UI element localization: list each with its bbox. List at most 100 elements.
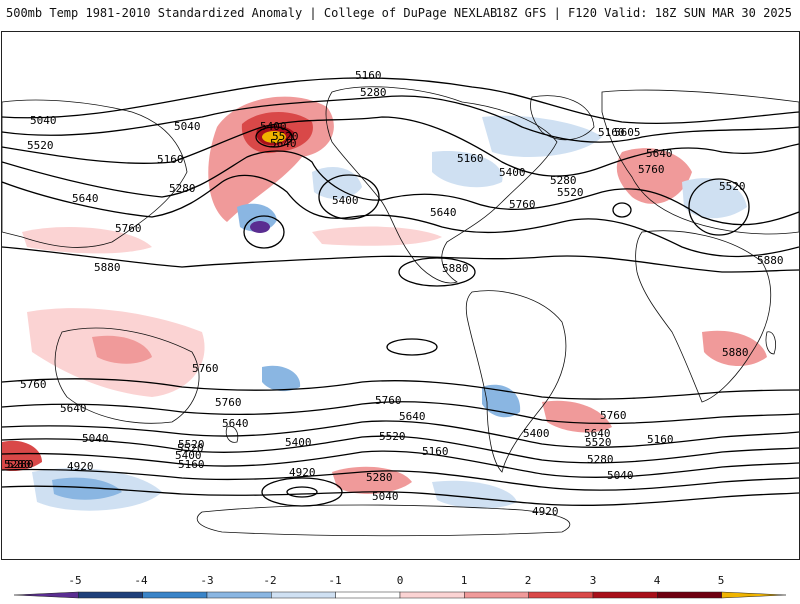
contour-label: 5880 xyxy=(442,262,469,275)
closed-low-contour xyxy=(243,215,285,249)
africa-outline xyxy=(635,230,772,403)
contour-label: 5400 xyxy=(260,120,287,133)
map-title: 500mb Temp 1981-2010 Standardized Anomal… xyxy=(6,6,498,20)
colorbar-tick: 2 xyxy=(525,574,532,587)
colorbar-segment xyxy=(142,591,208,599)
contour-label: 5160 xyxy=(457,152,484,165)
contour-label: 5520 xyxy=(177,442,204,455)
contour-label: 5520 xyxy=(719,180,746,193)
colorbar-segment xyxy=(721,591,787,599)
contour-label: 5520 xyxy=(557,186,584,199)
north-america-cold-area xyxy=(432,151,503,188)
contour-label: 5640 xyxy=(60,402,87,415)
contour-line xyxy=(2,420,799,448)
contour-label: 4920 xyxy=(532,505,559,518)
world-map: 5160 5280 5040 5040 5520 5400 5280 5160 … xyxy=(2,69,799,537)
colorbar-tick: 3 xyxy=(590,574,597,587)
closed-contour xyxy=(612,202,632,218)
contour-label: 5040 xyxy=(607,469,634,482)
contour-label: 5760 xyxy=(638,163,665,176)
contour-label: 5640 xyxy=(646,147,673,160)
contour-label: 5605 xyxy=(614,126,641,139)
contour-label: 5640 xyxy=(270,137,297,150)
colorbar-segment xyxy=(657,591,722,599)
eurasia-outline xyxy=(601,89,799,235)
closed-low-contour xyxy=(255,126,293,148)
north-america-outline xyxy=(325,86,558,284)
contour-label: 5040 xyxy=(30,114,57,127)
contour-label: 5280 xyxy=(587,453,614,466)
colorbar-svg: -5 -4 -3 -2 -1 0 1 2 3 4 5 xyxy=(13,574,787,599)
colorbar-segment xyxy=(528,591,594,599)
contour-label: 5640 xyxy=(430,206,457,219)
antarctica-outline xyxy=(196,504,571,537)
contour-label: 5040 xyxy=(82,432,109,445)
east-pacific-cold-core xyxy=(250,221,270,233)
colorbar-tick: 4 xyxy=(654,574,661,587)
contour-label: 5760 xyxy=(600,409,627,422)
contour-label: 5160 xyxy=(178,458,205,471)
new-zealand-outline xyxy=(225,425,239,443)
madagascar-outline xyxy=(765,331,776,355)
colorbar-tick-labels: -5 -4 -3 -2 -1 0 1 2 3 4 5 xyxy=(68,574,724,587)
colorbar-tick: -5 xyxy=(68,574,81,587)
closed-contour xyxy=(398,257,476,287)
south-america-outline xyxy=(465,290,567,473)
colorbar-segment xyxy=(592,591,658,599)
closed-low-contour xyxy=(261,477,343,507)
greenland-outline xyxy=(530,95,595,141)
closed-low-contour xyxy=(318,174,380,220)
colorbar-tick: -2 xyxy=(263,574,276,587)
south-pacific-cold-area xyxy=(262,365,301,392)
colorbar-tick: -3 xyxy=(200,574,213,587)
southern-africa-warm-area xyxy=(702,330,767,367)
contour-label: 5520 xyxy=(379,430,406,443)
south-america-cold-area xyxy=(482,384,521,418)
contour-label: 5280 xyxy=(550,174,577,187)
contour-label: 5400 xyxy=(175,449,202,462)
contour-label: 5280 xyxy=(169,182,196,195)
west-pacific-warm-area xyxy=(22,227,152,254)
colorbar-segment xyxy=(13,591,79,599)
southern-ocean-cold-area xyxy=(432,480,517,509)
closed-high-contour xyxy=(688,178,750,236)
contour-line xyxy=(2,246,799,273)
contour-label: 5880 xyxy=(722,346,749,359)
contour-label: 5640 xyxy=(584,427,611,440)
contour-label: 5280 xyxy=(366,471,393,484)
contour-labels: 5160 5280 5040 5040 5520 5400 5280 5160 … xyxy=(4,69,784,518)
contour-line xyxy=(2,435,799,464)
colorbar-tick: -4 xyxy=(134,574,148,587)
colorbar-segment xyxy=(206,591,272,599)
contour-label: 5760 xyxy=(509,198,536,211)
colorbar-tick: 1 xyxy=(461,574,468,587)
contour-label: 5160 xyxy=(598,126,625,139)
contour-label: 5400 xyxy=(499,166,526,179)
contour-label: 5040 xyxy=(372,490,399,503)
europe-cold-area xyxy=(682,178,747,219)
colorbar-tick: 0 xyxy=(397,574,404,587)
asia-west-outline xyxy=(2,99,188,248)
contour-label: 5160 xyxy=(355,69,382,82)
south-atlantic-warm-area xyxy=(542,400,612,433)
contour-label: 5640 xyxy=(222,417,249,430)
colorbar-tick: -1 xyxy=(328,574,341,587)
contour-label: 5160 xyxy=(422,445,449,458)
contour-line xyxy=(2,378,799,400)
contour-line xyxy=(2,116,799,177)
contour-label: 5160 xyxy=(157,153,184,166)
contour-label: 5040 xyxy=(174,120,201,133)
colorbar-segment xyxy=(464,591,529,599)
antarctic-cold-core xyxy=(52,477,122,500)
colorbar-segment xyxy=(271,591,336,599)
contour-label: 5880 xyxy=(94,261,121,274)
contour-label: 5520 xyxy=(178,438,205,451)
southwest-warm-corner xyxy=(2,440,42,472)
contour-label: 5280 xyxy=(4,458,31,471)
contour-label: 5760 xyxy=(115,222,142,235)
contour-label: 5400 xyxy=(523,427,550,440)
contour-label: 5520 xyxy=(585,436,612,449)
contour-label: 5760 xyxy=(20,378,47,391)
south-pacific-warm-area xyxy=(332,466,412,494)
colorbar-segment xyxy=(78,591,143,599)
